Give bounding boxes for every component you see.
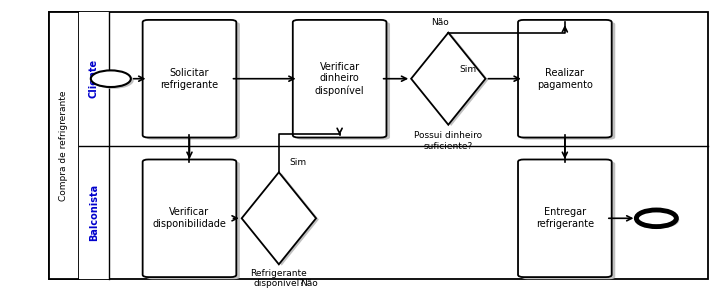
Text: Sim: Sim (460, 65, 477, 74)
Text: Entregar
refrigerante: Entregar refrigerante (536, 208, 594, 229)
Text: Compra de refrigrerante: Compra de refrigrerante (59, 90, 68, 201)
Polygon shape (411, 33, 485, 125)
FancyBboxPatch shape (79, 12, 109, 279)
FancyBboxPatch shape (143, 159, 236, 277)
FancyBboxPatch shape (297, 22, 390, 140)
FancyBboxPatch shape (143, 20, 236, 138)
Circle shape (639, 212, 679, 228)
Polygon shape (242, 172, 316, 264)
Polygon shape (414, 34, 488, 126)
Circle shape (636, 210, 676, 227)
FancyBboxPatch shape (147, 162, 240, 279)
Text: Cliente: Cliente (89, 59, 99, 98)
Polygon shape (245, 173, 319, 266)
Text: Realizar
pagamento: Realizar pagamento (537, 68, 593, 89)
Circle shape (91, 70, 131, 87)
Text: Verificar
disponibilidade: Verificar disponibilidade (152, 208, 227, 229)
Text: Refrigerante
disponível?: Refrigerante disponível? (250, 269, 307, 288)
Circle shape (94, 72, 134, 89)
Text: Não: Não (300, 279, 318, 287)
Text: Solicitar
refrigerante: Solicitar refrigerante (160, 68, 219, 89)
Text: Possui dinheiro
suficiente?: Possui dinheiro suficiente? (414, 131, 483, 151)
Text: Verificar
dinheiro
disponível: Verificar dinheiro disponível (315, 62, 365, 96)
FancyBboxPatch shape (518, 20, 612, 138)
Text: Sim: Sim (290, 158, 307, 167)
FancyBboxPatch shape (518, 159, 612, 277)
Text: Não: Não (431, 18, 448, 27)
FancyBboxPatch shape (49, 12, 79, 279)
Text: Balconista: Balconista (89, 184, 99, 241)
FancyBboxPatch shape (521, 162, 615, 279)
FancyBboxPatch shape (521, 22, 615, 140)
FancyBboxPatch shape (49, 12, 708, 279)
FancyBboxPatch shape (147, 22, 240, 140)
FancyBboxPatch shape (292, 20, 386, 138)
